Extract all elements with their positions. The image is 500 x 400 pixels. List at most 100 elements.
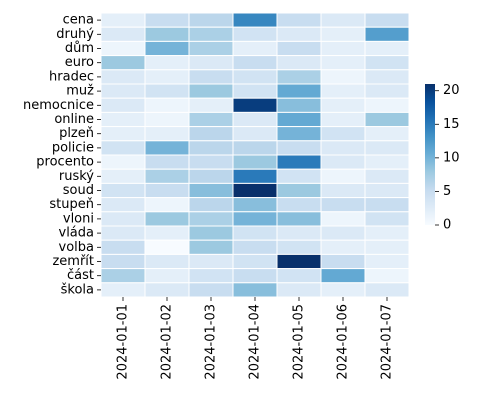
heatmap-cell — [232, 40, 278, 57]
y-tick-label: stupeň — [49, 197, 94, 212]
heatmap-cell — [100, 12, 146, 28]
x-tick-label: 2024-01-03 — [204, 304, 219, 380]
heatmap-cell — [100, 182, 146, 199]
heatmap-cell — [232, 26, 278, 42]
heatmap-cell — [276, 40, 322, 57]
heatmap-cell — [188, 26, 234, 42]
heatmap-cell — [144, 197, 190, 213]
heatmap-cell — [100, 140, 146, 156]
heatmap-cell — [276, 154, 322, 170]
y-tick-labels: cenadruhýdůmeurohradecmužnemocniceonline… — [23, 13, 101, 297]
heatmap-cell — [276, 12, 322, 28]
heatmap-cell — [320, 126, 366, 142]
heatmap-cell — [188, 97, 234, 113]
heatmap-cell — [100, 55, 146, 71]
heatmap-cell — [144, 140, 190, 156]
heatmap-cell — [320, 197, 366, 213]
heatmap-cell — [320, 268, 366, 284]
heatmap-cell — [144, 97, 190, 113]
y-tick-label: euro — [65, 55, 94, 70]
heatmap-cell — [188, 40, 234, 57]
heatmap-cell — [144, 126, 190, 142]
heatmap-cell — [232, 111, 278, 128]
heatmap-cell — [364, 253, 410, 270]
heatmap-cell — [144, 111, 190, 128]
heatmap-cell — [100, 282, 146, 298]
y-tick-label: soud — [63, 183, 94, 198]
heatmap-cell — [188, 282, 234, 298]
y-tick-label: dům — [65, 41, 94, 56]
heatmap-cell — [320, 168, 366, 184]
heatmap-cell — [364, 168, 410, 184]
heatmap-cell — [144, 168, 190, 184]
heatmap-cell — [320, 40, 366, 57]
heatmap-cell — [276, 211, 322, 227]
heatmap-cell — [320, 69, 366, 85]
colorbar-tick-label: 15 — [443, 117, 460, 132]
heatmap-cell — [144, 83, 190, 99]
heatmap-cell — [276, 140, 322, 156]
heatmap-cell — [188, 211, 234, 227]
heatmap-cell — [320, 282, 366, 298]
heatmap-cells — [100, 12, 410, 298]
heatmap-cell — [232, 12, 278, 28]
heatmap-cell — [320, 55, 366, 71]
heatmap-cell — [320, 154, 366, 170]
heatmap-cell — [276, 197, 322, 213]
y-tick-label: muž — [66, 84, 94, 99]
heatmap-cell — [232, 168, 278, 184]
heatmap-cell — [320, 111, 366, 128]
colorbar-tick-label: 5 — [443, 184, 451, 199]
heatmap-cell — [276, 55, 322, 71]
heatmap-cell — [276, 111, 322, 128]
heatmap-cell — [144, 239, 190, 255]
heatmap-cell — [320, 12, 366, 28]
heatmap-cell — [232, 83, 278, 99]
y-tick-label: procento — [36, 155, 94, 170]
heatmap-cell — [364, 111, 410, 128]
heatmap-cell — [276, 268, 322, 284]
colorbar-gradient — [425, 84, 435, 225]
heatmap-cell — [232, 197, 278, 213]
heatmap-cell — [100, 97, 146, 113]
heatmap-cell — [100, 111, 146, 128]
heatmap-cell — [276, 182, 322, 199]
heatmap-cell — [276, 239, 322, 255]
heatmap-cell — [276, 69, 322, 85]
heatmap-cell — [100, 253, 146, 270]
heatmap-cell — [364, 182, 410, 199]
heatmap-cell — [188, 83, 234, 99]
heatmap-cell — [100, 197, 146, 213]
heatmap-cell — [188, 268, 234, 284]
heatmap-cell — [320, 211, 366, 227]
heatmap-cell — [144, 55, 190, 71]
y-tick-label: část — [67, 268, 94, 283]
heatmap-cell — [364, 26, 410, 42]
heatmap-cell — [276, 168, 322, 184]
heatmap-cell — [232, 282, 278, 298]
heatmap-cell — [144, 26, 190, 42]
heatmap-cell — [188, 140, 234, 156]
heatmap-cell — [276, 253, 322, 270]
y-tick-label: druhý — [56, 27, 94, 42]
heatmap-cell — [276, 225, 322, 241]
heatmap-cell — [320, 83, 366, 99]
heatmap-cell — [100, 26, 146, 42]
heatmap-cell — [364, 55, 410, 71]
heatmap-cell — [100, 225, 146, 241]
y-tick-label: cena — [63, 13, 94, 28]
colorbar-tick-label: 20 — [443, 83, 460, 98]
heatmap-cell — [232, 126, 278, 142]
heatmap-cell — [364, 12, 410, 28]
heatmap-cell — [188, 69, 234, 85]
y-tick-label: vloni — [63, 211, 94, 226]
y-tick-label: škola — [61, 282, 94, 297]
heatmap-cell — [232, 182, 278, 199]
heatmap-cell — [144, 154, 190, 170]
heatmap-cell — [100, 154, 146, 170]
heatmap-cell — [188, 55, 234, 71]
heatmap-cell — [188, 253, 234, 270]
y-tick-label: ruský — [59, 169, 94, 184]
y-tick-label: volba — [59, 240, 94, 255]
heatmap-cell — [320, 239, 366, 255]
